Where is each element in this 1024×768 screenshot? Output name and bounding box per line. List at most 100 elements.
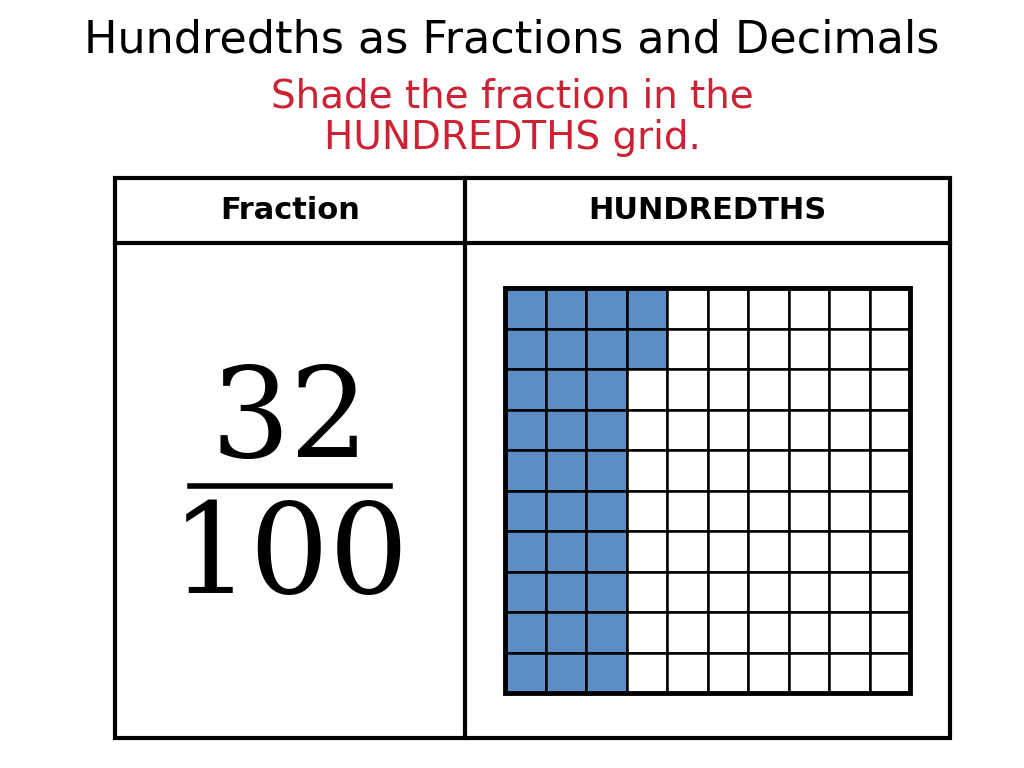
- Bar: [667, 450, 708, 491]
- Bar: [667, 491, 708, 531]
- Bar: [546, 369, 586, 409]
- Bar: [667, 653, 708, 693]
- Bar: [546, 653, 586, 693]
- Bar: [708, 491, 748, 531]
- Bar: [748, 653, 788, 693]
- Bar: [586, 571, 627, 612]
- Bar: [869, 288, 910, 329]
- Bar: [546, 409, 586, 450]
- Bar: [505, 491, 546, 531]
- Bar: [869, 612, 910, 653]
- Bar: [748, 612, 788, 653]
- Bar: [667, 409, 708, 450]
- Bar: [748, 450, 788, 491]
- Bar: [708, 531, 748, 571]
- Bar: [829, 653, 869, 693]
- Bar: [627, 571, 667, 612]
- Bar: [788, 288, 829, 329]
- Bar: [869, 329, 910, 369]
- Bar: [546, 450, 586, 491]
- Bar: [586, 288, 627, 329]
- Bar: [748, 571, 788, 612]
- Bar: [546, 288, 586, 329]
- Bar: [627, 531, 667, 571]
- Bar: [667, 531, 708, 571]
- Bar: [788, 409, 829, 450]
- Bar: [829, 409, 869, 450]
- Bar: [869, 450, 910, 491]
- Text: 32: 32: [211, 362, 370, 483]
- Bar: [627, 288, 667, 329]
- Bar: [505, 288, 546, 329]
- Bar: [667, 288, 708, 329]
- Bar: [748, 288, 788, 329]
- Bar: [546, 491, 586, 531]
- Bar: [546, 329, 586, 369]
- Bar: [505, 288, 910, 693]
- Bar: [788, 450, 829, 491]
- Bar: [748, 329, 788, 369]
- Bar: [788, 531, 829, 571]
- Bar: [788, 369, 829, 409]
- Bar: [546, 571, 586, 612]
- Bar: [505, 531, 546, 571]
- Text: Shade the fraction in the: Shade the fraction in the: [270, 77, 754, 115]
- Bar: [829, 531, 869, 571]
- Bar: [505, 612, 546, 653]
- Bar: [748, 409, 788, 450]
- Bar: [869, 409, 910, 450]
- Bar: [829, 612, 869, 653]
- Bar: [667, 369, 708, 409]
- Bar: [667, 571, 708, 612]
- Bar: [869, 571, 910, 612]
- Bar: [788, 329, 829, 369]
- Bar: [667, 329, 708, 369]
- Bar: [869, 653, 910, 693]
- Bar: [627, 329, 667, 369]
- Bar: [708, 571, 748, 612]
- Bar: [869, 531, 910, 571]
- Bar: [505, 369, 546, 409]
- Bar: [829, 571, 869, 612]
- Bar: [546, 531, 586, 571]
- Bar: [586, 450, 627, 491]
- Bar: [505, 409, 546, 450]
- Bar: [667, 612, 708, 653]
- Bar: [708, 653, 748, 693]
- Text: Hundredths as Fractions and Decimals: Hundredths as Fractions and Decimals: [84, 18, 940, 61]
- Bar: [505, 450, 546, 491]
- Bar: [505, 571, 546, 612]
- Bar: [546, 612, 586, 653]
- Bar: [829, 491, 869, 531]
- Bar: [586, 369, 627, 409]
- Bar: [708, 409, 748, 450]
- Text: HUNDREDTHS: HUNDREDTHS: [589, 196, 826, 225]
- Bar: [869, 369, 910, 409]
- Bar: [115, 178, 950, 738]
- Bar: [788, 491, 829, 531]
- Bar: [829, 329, 869, 369]
- Bar: [627, 450, 667, 491]
- Bar: [505, 329, 546, 369]
- Bar: [829, 369, 869, 409]
- Bar: [505, 653, 546, 693]
- Bar: [586, 653, 627, 693]
- Bar: [586, 409, 627, 450]
- Bar: [586, 329, 627, 369]
- Text: HUNDREDTHS grid.: HUNDREDTHS grid.: [324, 119, 700, 157]
- Bar: [627, 369, 667, 409]
- Bar: [829, 450, 869, 491]
- Text: Fraction: Fraction: [220, 196, 360, 225]
- Text: 100: 100: [171, 498, 410, 619]
- Bar: [627, 612, 667, 653]
- Bar: [586, 491, 627, 531]
- Bar: [708, 288, 748, 329]
- Bar: [748, 369, 788, 409]
- Bar: [627, 491, 667, 531]
- Bar: [708, 612, 748, 653]
- Bar: [748, 531, 788, 571]
- Bar: [586, 612, 627, 653]
- Bar: [748, 491, 788, 531]
- Bar: [788, 653, 829, 693]
- Bar: [829, 288, 869, 329]
